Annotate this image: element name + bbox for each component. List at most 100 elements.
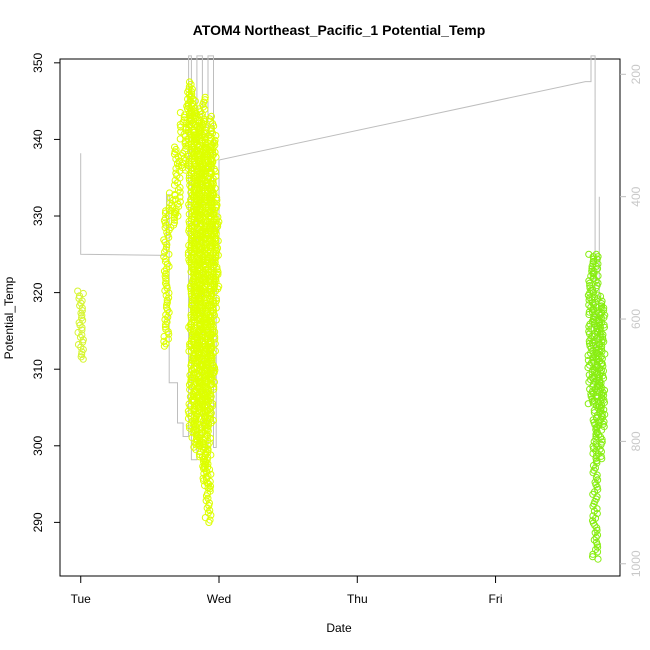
data-point xyxy=(600,423,608,431)
data-point xyxy=(211,280,219,288)
data-point xyxy=(188,90,196,98)
data-point xyxy=(204,453,212,461)
data-layer xyxy=(74,55,609,563)
data-point xyxy=(187,258,196,266)
data-point xyxy=(586,279,594,287)
data-point xyxy=(162,274,170,283)
y-tick-label: 290 xyxy=(31,512,45,532)
y-axis-label: Potential_Temp xyxy=(2,276,16,359)
data-point xyxy=(170,214,178,222)
data-point xyxy=(163,296,171,304)
data-point xyxy=(598,436,606,444)
data-point xyxy=(585,330,594,338)
data-point xyxy=(205,414,213,422)
data-point xyxy=(206,404,214,413)
data-point xyxy=(592,277,600,285)
data-point xyxy=(163,241,171,249)
plot-frame xyxy=(59,58,621,577)
data-point xyxy=(205,518,213,527)
data-point xyxy=(166,194,174,202)
chart-title: ATOM4 Northeast_Pacific_1 Potential_Temp xyxy=(193,22,486,38)
data-point xyxy=(591,365,599,374)
data-point xyxy=(208,146,217,154)
data-point xyxy=(176,193,184,201)
data-point xyxy=(174,212,182,220)
data-point xyxy=(595,431,603,439)
data-point xyxy=(587,390,595,398)
x-tick-label: Fri xyxy=(489,592,503,606)
data-point xyxy=(214,285,222,293)
data-point xyxy=(163,284,171,292)
data-point xyxy=(189,95,197,103)
data-point xyxy=(212,215,220,223)
data-point xyxy=(200,115,208,123)
data-point xyxy=(600,304,608,312)
data-point xyxy=(78,348,86,356)
data-point xyxy=(589,469,597,477)
data-point xyxy=(207,409,215,417)
data-point xyxy=(184,414,193,423)
data-point xyxy=(208,342,216,350)
data-point xyxy=(589,490,597,498)
data-point xyxy=(592,457,601,465)
data-point xyxy=(161,224,169,232)
data-point xyxy=(210,230,219,238)
data-point xyxy=(171,176,179,184)
data-point xyxy=(594,543,602,551)
data-point xyxy=(202,473,210,481)
data-point xyxy=(186,97,195,105)
data-point xyxy=(209,306,217,314)
data-point xyxy=(210,208,218,216)
data-point xyxy=(192,415,200,423)
data-point xyxy=(161,316,169,324)
data-point xyxy=(78,350,86,358)
data-point xyxy=(597,328,605,336)
y2-tick-label: 600 xyxy=(629,309,643,329)
y-tick-label: 340 xyxy=(31,129,45,149)
data-point xyxy=(78,324,86,332)
data-point xyxy=(210,275,218,283)
data-point xyxy=(205,412,213,420)
y-tick-label: 350 xyxy=(31,52,45,72)
data-point xyxy=(207,124,215,132)
data-point xyxy=(161,258,170,266)
data-point xyxy=(210,225,218,233)
data-point xyxy=(213,196,221,204)
data-point xyxy=(198,110,206,118)
data-point xyxy=(162,320,170,329)
data-point xyxy=(163,265,171,273)
data-point xyxy=(593,255,601,263)
data-point xyxy=(77,353,85,361)
data-point xyxy=(172,210,180,218)
data-point xyxy=(597,302,606,310)
data-point xyxy=(591,529,599,537)
data-point xyxy=(597,304,605,312)
data-point xyxy=(598,343,606,351)
data-point xyxy=(214,268,222,276)
data-point xyxy=(585,301,593,309)
data-point xyxy=(176,198,184,206)
y2-tick-label: 200 xyxy=(629,64,643,84)
data-point xyxy=(208,402,216,410)
data-point xyxy=(208,376,216,384)
data-point xyxy=(203,504,211,512)
data-point xyxy=(211,328,219,336)
data-point xyxy=(172,205,180,213)
data-point xyxy=(600,406,608,414)
data-point xyxy=(160,342,168,350)
data-point xyxy=(593,265,602,273)
data-point xyxy=(594,476,602,484)
data-point xyxy=(598,333,607,341)
data-point xyxy=(79,355,87,363)
data-point xyxy=(202,475,211,483)
data-point xyxy=(201,256,209,264)
data-point xyxy=(585,323,593,331)
data-point xyxy=(208,345,216,353)
data-point xyxy=(206,144,215,152)
data-point xyxy=(594,555,602,563)
x-tick-label: Wed xyxy=(207,592,231,606)
data-point xyxy=(594,272,602,280)
data-point xyxy=(597,300,606,308)
data-point xyxy=(210,369,218,377)
data-point xyxy=(589,550,597,558)
